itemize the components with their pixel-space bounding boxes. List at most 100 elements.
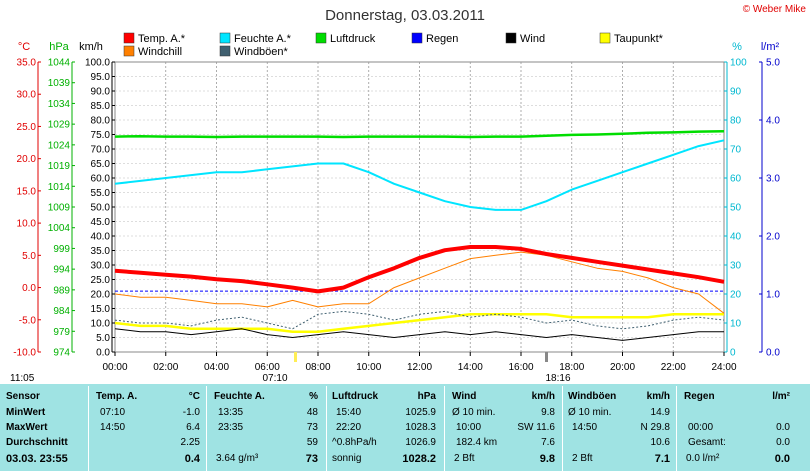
temp-tick-label: 5.0 xyxy=(22,251,36,262)
temp-tick-label: 0.0 xyxy=(22,283,36,294)
wind-tick-label: 45.0 xyxy=(91,217,111,228)
wind-tick-label: 30.0 xyxy=(91,261,111,272)
wind-tick-label: 70.0 xyxy=(91,145,111,156)
series-lines xyxy=(114,129,725,341)
rain-time: 00:00 xyxy=(688,422,714,433)
pressure-value: 1026.9 xyxy=(405,437,436,448)
temp-time: 07:10 xyxy=(100,407,126,418)
wind-distance: 182.4 km xyxy=(456,437,498,448)
temp-value: 0.4 xyxy=(184,453,200,465)
header-wind: Wind xyxy=(452,391,477,402)
wind-tick-label: 85.0 xyxy=(91,101,111,112)
rain-value: 0.0 xyxy=(774,453,790,465)
humidity-absolute: 3.64 g/m³ xyxy=(216,453,259,464)
legend-label: Windchill xyxy=(138,46,182,58)
wind-bft: 2 Bft xyxy=(454,453,475,464)
legend-swatch xyxy=(123,32,135,44)
row-label: 03.03. 23:55 xyxy=(6,453,68,465)
wind-value: 9.8 xyxy=(539,453,555,465)
pressure-tick-label: 1009 xyxy=(48,203,71,214)
header-pressure: Luftdruck xyxy=(332,391,379,402)
wind-tick-label: 25.0 xyxy=(91,275,111,286)
humidity-value: 73 xyxy=(306,422,318,433)
pressure-tick-label: 1019 xyxy=(48,161,71,172)
series-luftdruck xyxy=(114,129,725,139)
pressure-value: 1025.9 xyxy=(405,407,436,418)
pressure-tick-label: 979 xyxy=(53,327,70,338)
x-tick-label: 02:00 xyxy=(153,362,178,373)
pressure-time: 22:20 xyxy=(336,422,362,433)
grid xyxy=(115,62,724,352)
rain-value: 0.0 xyxy=(776,422,790,433)
wind-tick-label: 50.0 xyxy=(91,203,111,214)
gust-value: 7.1 xyxy=(654,453,670,465)
legend-label: Luftdruck xyxy=(330,33,376,45)
legend-label: Regen xyxy=(426,33,458,45)
temp-tick-label: 20.0 xyxy=(17,154,37,165)
pressure-tick-label: 999 xyxy=(53,244,70,255)
humidity-tick-label: 70 xyxy=(730,145,742,156)
temp-tick-label: -10.0 xyxy=(13,348,36,359)
stats-table: Sensor Temp. A. °C Feuchte A. % Luftdruc… xyxy=(0,384,810,471)
rain-tick-label: 3.0 xyxy=(766,174,780,185)
humidity-tick-label: 0 xyxy=(730,348,736,359)
series-feuchte-a xyxy=(114,139,725,211)
header-humidity: Feuchte A. xyxy=(214,391,265,402)
pressure-tick-label: 1014 xyxy=(48,182,71,193)
legend-swatch xyxy=(315,32,327,44)
temp-tick-label: 25.0 xyxy=(17,122,37,133)
row-label: MinWert xyxy=(6,407,46,418)
row-label: Durchschnitt xyxy=(6,437,68,448)
temp-tick-label: 35.0 xyxy=(17,58,37,69)
header-gust: Windböen xyxy=(568,391,617,402)
wind-tick-label: 40.0 xyxy=(91,232,111,243)
humidity-tick-label: 40 xyxy=(730,232,742,243)
rain-tick-label: 0.0 xyxy=(766,348,780,359)
pressure-trend: ^0.8hPa/h xyxy=(332,437,377,448)
temp-axis-unit: °C xyxy=(18,41,30,53)
rain-value: 0.0 xyxy=(776,437,790,448)
x-tick-label: 14:00 xyxy=(458,362,483,373)
left-axes: 35.0 30.0 25.0 20.0 15.0 10.0 5.0 0.0 -5.0 -10.0 1… xyxy=(13,58,115,359)
series-windchill xyxy=(114,251,725,314)
x-tick-label: 04:00 xyxy=(204,362,229,373)
wind-tick-label: 95.0 xyxy=(91,72,111,83)
gust-value: 14.9 xyxy=(650,407,670,418)
legend-swatch xyxy=(219,45,231,57)
humidity-time: 13:35 xyxy=(218,407,244,418)
wind-tick-label: 80.0 xyxy=(91,116,111,127)
x-tick-label: 12:00 xyxy=(407,362,432,373)
pressure-time: 15:40 xyxy=(336,407,362,418)
x-tick-label: 24:00 xyxy=(711,362,736,373)
legend-label: Windböen* xyxy=(234,46,289,58)
wind-tick-label: 5.0 xyxy=(96,333,110,344)
rain-tick-label: 2.0 xyxy=(766,232,780,243)
temp-value: -1.0 xyxy=(182,407,200,418)
wind-time: Ø 10 min. xyxy=(452,407,496,418)
pressure-axis-unit: hPa xyxy=(49,41,69,53)
wind-tick-label: 15.0 xyxy=(91,304,111,315)
temp-tick-label: 10.0 xyxy=(17,219,37,230)
pressure-tick-label: 1004 xyxy=(48,223,71,234)
temp-time: 14:50 xyxy=(100,422,126,433)
pressure-tick-label: 1024 xyxy=(48,140,71,151)
wind-tick-label: 0.0 xyxy=(96,348,110,359)
humidity-tick-label: 20 xyxy=(730,290,742,301)
gust-bft: 2 Bft xyxy=(572,453,593,464)
series-wind xyxy=(114,328,724,341)
wind-tick-label: 100.0 xyxy=(85,58,110,69)
weather-chart: Donnerstag, 03.03.2011 © Weber Mike Temp… xyxy=(10,4,806,384)
legend-swatch xyxy=(219,32,231,44)
wind-tick-label: 20.0 xyxy=(91,290,111,301)
pressure-value: 1028.3 xyxy=(405,422,436,433)
legend-label: Temp. A.* xyxy=(138,33,186,45)
pressure-tick-label: 984 xyxy=(53,306,70,317)
humidity-tick-label: 90 xyxy=(730,87,742,98)
row-label: MaxWert xyxy=(6,422,48,433)
header-pressure-unit: hPa xyxy=(417,391,436,402)
sunrise-label: 07:10 xyxy=(262,373,287,384)
pressure-tick-label: 1034 xyxy=(48,99,71,110)
header-gust-unit: km/h xyxy=(646,391,670,402)
rain-total-label: Gesamt: xyxy=(688,437,726,448)
pressure-tick-label: 974 xyxy=(53,348,70,359)
